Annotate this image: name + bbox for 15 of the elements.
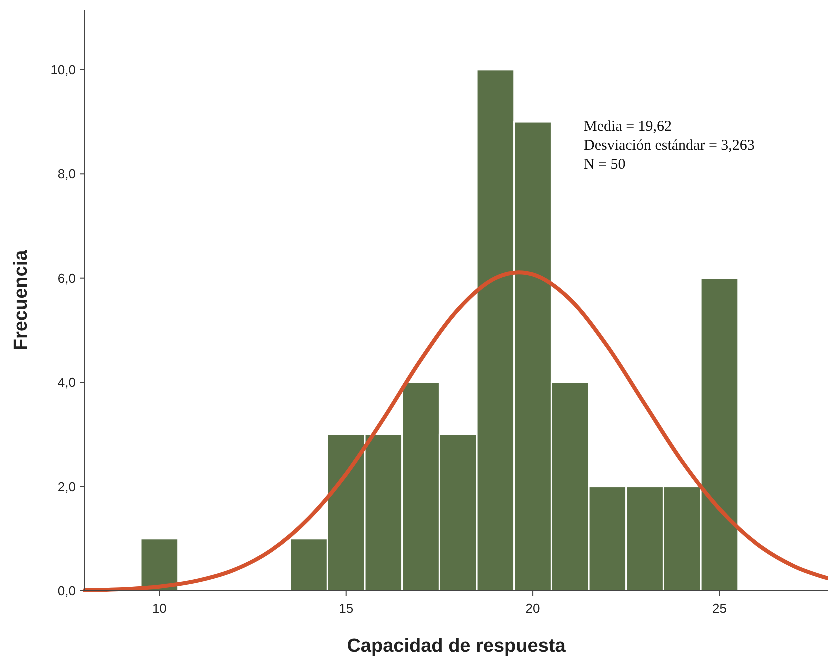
x-tick-label: 20 <box>526 601 540 616</box>
y-tick-label: 0,0 <box>58 584 76 599</box>
x-tick-label: 25 <box>712 601 727 616</box>
x-axis-title: Capacidad de respuesta <box>347 636 566 657</box>
y-tick-label: 4,0 <box>58 375 76 390</box>
annotation: N = 50 <box>584 157 626 173</box>
y-tick-label: 10,0 <box>50 62 76 78</box>
annotation: Media = 19,62 <box>584 119 672 135</box>
y-tick-label: 2,0 <box>58 479 76 494</box>
x-tick-label: 15 <box>339 601 354 616</box>
x-tick-label: 10 <box>152 601 167 616</box>
y-tick-label: 8,0 <box>58 166 76 182</box>
y-tick-label: 6,0 <box>58 270 76 286</box>
annotation: Desviación estándar = 3,263 <box>584 138 755 154</box>
y-axis-title: Frecuencia <box>11 250 32 351</box>
